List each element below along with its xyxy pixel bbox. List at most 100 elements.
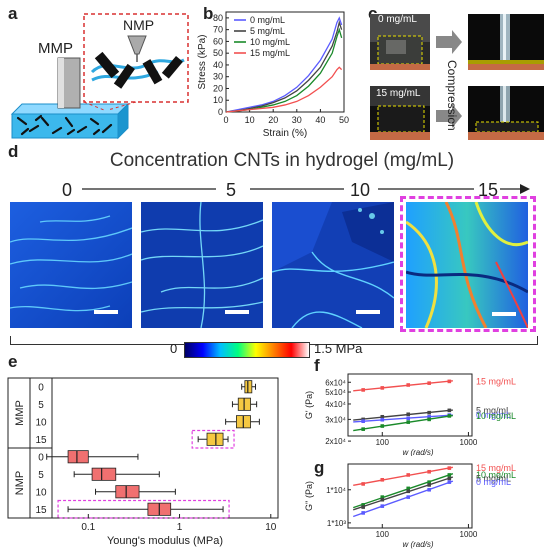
colorbar [184, 342, 310, 358]
scale-bar [492, 312, 516, 316]
hydrogel-block [10, 102, 130, 140]
series-label: 5 mg/mL [476, 405, 511, 415]
photo-uncompressed-15 [370, 86, 430, 140]
x-tick-label: 50 [339, 115, 349, 125]
data-point [427, 483, 431, 487]
data-point [406, 489, 411, 494]
data-point [427, 414, 431, 419]
x-axis-label: Strain (%) [263, 128, 307, 139]
series-label: 0 mg/mL [476, 410, 511, 420]
panel-g-label: g [314, 458, 325, 477]
y-tick-label: 70 [213, 25, 223, 35]
series-label: 10 mg/mL [476, 411, 516, 421]
youngs-modulus-boxplot: MMP 0 5 10 15 NMP 0 5 10 15 0.1 1 10 Young's modulus … [7, 377, 279, 547]
y-tick-label: 2x10⁴ [325, 437, 346, 446]
x-tick-label: 1000 [460, 438, 478, 447]
legend-entry: 0 mg/mL [250, 15, 285, 25]
series-line-3 [225, 66, 343, 113]
category-label: 15 [35, 505, 47, 516]
y-tick-label: 6x10⁴ [325, 378, 346, 387]
category-label: 10 [35, 417, 47, 428]
series-label: 10 mg/mL [476, 470, 516, 480]
series-label: 0 mg/mL [476, 477, 511, 487]
data-point [406, 473, 411, 477]
data-point [447, 414, 452, 418]
data-point [406, 383, 411, 387]
concentration-axis [82, 184, 530, 194]
box [67, 450, 89, 464]
group-label: MMP [14, 400, 26, 426]
panel-f-label: f [314, 356, 320, 375]
data-point [427, 487, 431, 492]
x-tick-label: 0.1 [81, 522, 95, 533]
data-point [361, 388, 365, 392]
data-point [380, 424, 385, 428]
mmp-probe: MMP [38, 40, 81, 109]
loss-modulus-chart: 100 1000 1*10³ 1*10⁴ w (rad/s) G'' (Pa) 15 mg/… [304, 463, 516, 549]
compression-label: Compression [445, 60, 459, 131]
box [206, 432, 224, 446]
data-point [380, 495, 385, 499]
conc-label-15: 15 [478, 180, 499, 200]
plot-frame [347, 373, 473, 437]
highlight-box [57, 499, 230, 519]
x-tick-label: 1 [177, 522, 183, 533]
data-point [427, 381, 431, 385]
highlight-box [191, 429, 235, 449]
conc-label-10: 10 [350, 180, 371, 200]
x-tick-label: 40 [315, 115, 325, 125]
data-point [361, 419, 365, 424]
data-point [427, 469, 431, 474]
data-point [447, 408, 452, 413]
data-point [406, 420, 411, 424]
data-point [380, 386, 385, 390]
fit-line-0 [353, 466, 454, 487]
panel-e-label: e [8, 352, 18, 371]
x-axis-label: w (rad/s) [402, 540, 433, 549]
data-point [406, 416, 411, 421]
x-axis-label: w (rad/s) [402, 448, 433, 456]
scale-bar [225, 310, 249, 314]
label-0-mgml: 0 mg/mL [378, 14, 417, 25]
data-point [406, 495, 411, 499]
data-point [361, 503, 365, 507]
y-tick-label: 20 [213, 83, 223, 93]
category-label: 5 [38, 400, 44, 411]
legend-entry: 10 mg/mL [250, 37, 290, 47]
data-point [406, 486, 411, 491]
data-point [361, 427, 365, 431]
y-tick-label: 4x10⁴ [325, 400, 346, 409]
data-point [447, 379, 452, 384]
data-point [427, 480, 431, 484]
panel-c-photos: Compression [370, 14, 544, 140]
fit-line-1 [353, 409, 453, 421]
fit-line-3 [352, 480, 454, 518]
data-point [447, 466, 452, 470]
series-line-1 [225, 20, 343, 113]
modulus-map-15 [406, 202, 528, 328]
y-tick-label: 0 [218, 107, 223, 117]
group-label: NMP [14, 471, 26, 495]
conc-label-0: 0 [62, 180, 73, 200]
data-point [427, 417, 431, 422]
y-tick-label: 80 [213, 13, 223, 23]
x-tick-label: 10 [265, 522, 277, 533]
data-point [361, 505, 365, 509]
nmp-inset: NMP [83, 13, 189, 111]
y-tick-label: 50 [213, 48, 223, 58]
y-tick-label: 60 [213, 36, 223, 46]
data-point [380, 414, 385, 419]
panel-d-title: Concentration CNTs in hydrogel (mg/mL) [109, 150, 455, 171]
fit-line-2 [353, 476, 454, 511]
plot-frame [347, 463, 473, 529]
mmp-label: MMP [38, 40, 73, 57]
legend-entry: 5 mg/mL [250, 26, 285, 36]
panel-a-schematic: MMP NMP [10, 13, 189, 140]
x-tick-label: 0 [223, 115, 228, 125]
scale-bar [356, 310, 380, 314]
fit-line-3 [353, 414, 453, 432]
category-label: 5 [38, 470, 44, 481]
data-point [447, 473, 452, 477]
